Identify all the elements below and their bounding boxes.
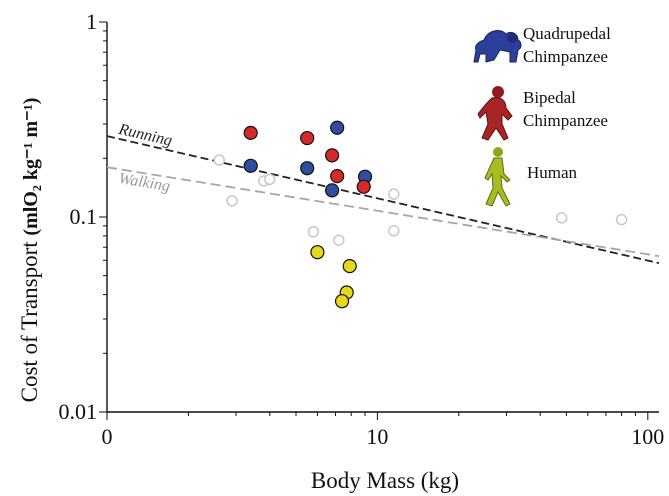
- human-icon: [484, 147, 511, 207]
- data-point-other-species: [307, 226, 320, 238]
- data-point-bipedal-chimpanzee: [356, 179, 371, 194]
- trend-line-walking: [106, 166, 660, 258]
- bipedal-chimpanzee-icon: [477, 86, 513, 141]
- data-point-other-species: [333, 234, 345, 246]
- legend-label-quadrupedal-line1: Quadrupedal: [523, 24, 611, 43]
- data-point-bipedal-chimpanzee: [300, 130, 315, 146]
- y-axis-title: Cost of Transport (mlO₂ kg⁻¹ m⁻¹): [17, 98, 42, 403]
- data-point-human: [310, 245, 325, 260]
- y-tick-label: 0.1: [70, 204, 98, 229]
- data-point-other-species: [264, 173, 276, 186]
- x-axis-title: Body Mass (kg): [311, 468, 459, 493]
- data-points: [213, 120, 628, 309]
- axes: 0 10 100 0.01 0.1 1: [59, 9, 665, 449]
- legend-label-bipedal-line2: Chimpanzee: [523, 111, 608, 130]
- x-tick-label: 100: [631, 424, 664, 449]
- trend-line-running: [106, 135, 660, 265]
- y-tick-label: 1: [86, 9, 97, 34]
- data-point-other-species: [388, 188, 400, 200]
- y-axis-title-units: (mlO₂ kg⁻¹ m⁻¹): [20, 98, 42, 236]
- data-point-other-species: [388, 225, 400, 237]
- data-point-human: [342, 259, 357, 274]
- data-point-quadrupedal-chimpanzee: [243, 158, 258, 173]
- data-point-quadrupedal-chimpanzee: [300, 161, 315, 176]
- data-point-other-species: [555, 212, 568, 224]
- data-point-bipedal-chimpanzee: [243, 125, 258, 140]
- data-point-human: [334, 294, 350, 309]
- legend-label-bipedal-line1: Bipedal: [523, 88, 576, 107]
- data-point-other-species: [226, 195, 238, 207]
- data-point-quadrupedal-chimpanzee: [330, 120, 345, 135]
- data-point-other-species: [615, 213, 628, 226]
- x-tick-label: 0: [102, 424, 113, 449]
- quadrupedal-chimpanzee-icon: [473, 30, 522, 63]
- legend: Quadrupedal Chimpanzee Bipedal Chimpanze…: [473, 24, 611, 207]
- y-axis-title-main: Cost of Transport: [17, 236, 42, 403]
- legend-label-human: Human: [527, 163, 578, 182]
- legend-label-quadrupedal-line2: Chimpanzee: [523, 47, 608, 66]
- x-tick-label: 10: [366, 424, 388, 449]
- data-point-other-species: [213, 154, 225, 166]
- y-tick-label: 0.01: [59, 399, 98, 424]
- data-point-quadrupedal-chimpanzee: [325, 183, 340, 198]
- data-point-bipedal-chimpanzee: [330, 169, 345, 184]
- data-point-bipedal-chimpanzee: [325, 148, 340, 163]
- walking-line-label: Walking: [117, 170, 171, 195]
